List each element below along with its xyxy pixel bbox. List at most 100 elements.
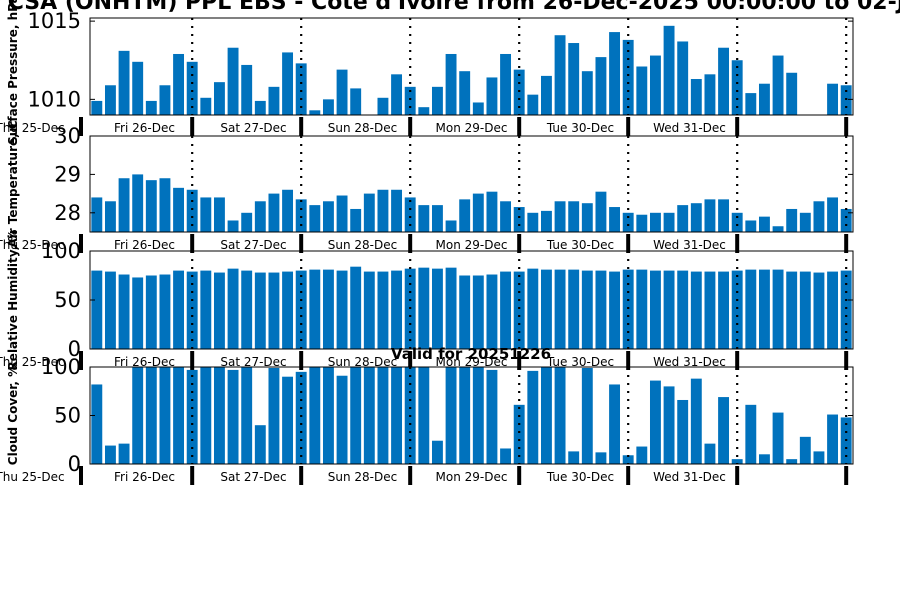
chart-bar: [690, 378, 702, 464]
chart-bar: [500, 271, 512, 349]
x-tick-label: Tue 30-Dec: [546, 355, 614, 369]
chart-bar: [200, 367, 212, 464]
chart-bar: [145, 100, 157, 115]
chart-bar: [663, 25, 675, 115]
chart-bar: [527, 212, 539, 232]
chart-bar: [200, 197, 212, 232]
chart-bar: [200, 97, 212, 115]
chart-bar: [609, 207, 621, 232]
chart-bar: [104, 85, 116, 115]
chart-bar: [554, 269, 566, 349]
chart-bar: [377, 97, 389, 115]
x-tick-label: Mon 29-Dec: [436, 238, 508, 252]
chart-bar: [663, 270, 675, 349]
chart-bar: [813, 451, 825, 464]
y-axis-label: Relative Humidity, %: [6, 230, 20, 371]
chart-bar: [322, 201, 334, 232]
chart-bar: [500, 53, 512, 115]
chart-bar: [227, 47, 239, 116]
chart-bar: [758, 454, 770, 464]
chart-bar: [91, 384, 103, 464]
chart-bar: [677, 41, 689, 115]
chart-bar: [309, 367, 321, 464]
chart-bar: [595, 270, 607, 349]
x-tick-label: Thu 25-Dec: [0, 121, 65, 135]
chart-bar: [322, 99, 334, 115]
chart-bar: [322, 367, 334, 464]
chart-bar: [690, 203, 702, 232]
chart-bar: [622, 39, 634, 115]
chart-bar: [254, 425, 266, 464]
y-axis-label: Cloud Cover, %: [6, 365, 20, 465]
chart-bar: [840, 208, 852, 232]
x-tick-label: Sun 28-Dec: [328, 121, 397, 135]
chart-bar: [622, 455, 634, 464]
chart-bar: [336, 270, 348, 349]
chart-bar: [173, 53, 185, 115]
chart-bar: [745, 269, 757, 349]
chart-bar: [581, 367, 593, 464]
x-tick-label: Thu 25-Dec: [0, 355, 65, 369]
chart-bar: [418, 267, 430, 349]
chart-bar: [445, 220, 457, 232]
x-tick-label: Sun 28-Dec: [328, 238, 397, 252]
chart-bar: [268, 367, 280, 464]
chart-bar: [718, 271, 730, 349]
y-tick-label: 30: [54, 124, 81, 148]
chart-bar: [445, 367, 457, 464]
chart-bar: [309, 269, 321, 349]
chart-bar: [540, 210, 552, 232]
chart-bar: [145, 367, 157, 464]
chart-bar: [145, 275, 157, 349]
chart-bar: [268, 193, 280, 232]
chart-bar: [159, 85, 171, 115]
y-tick-label: 1010: [28, 87, 81, 111]
chart-bar: [813, 201, 825, 232]
x-tick-label: Mon 29-Dec: [436, 121, 508, 135]
x-tick-label: Fri 26-Dec: [114, 238, 175, 252]
chart-bar: [91, 197, 103, 232]
chart-bar: [118, 274, 130, 349]
chart-bar: [840, 85, 852, 115]
chart-bar: [554, 201, 566, 232]
chart-bar: [677, 399, 689, 464]
x-tick-label: Tue 30-Dec: [546, 121, 614, 135]
chart-bar: [622, 212, 634, 232]
chart-bar: [391, 270, 403, 349]
chart-bar: [786, 271, 798, 349]
chart-bar: [268, 272, 280, 349]
chart-bar: [540, 367, 552, 464]
chart-bar: [772, 55, 784, 115]
chart-bar: [581, 71, 593, 115]
chart-bar: [186, 189, 198, 232]
chart-bar: [254, 201, 266, 232]
chart-bar: [609, 32, 621, 115]
chart-bar: [527, 94, 539, 115]
chart-bar: [391, 367, 403, 464]
chart-bar: [595, 57, 607, 115]
chart-bar: [159, 274, 171, 349]
chart-bar: [568, 201, 580, 232]
chart-bar: [241, 64, 253, 115]
chart-bar: [173, 367, 185, 464]
chart-bar: [609, 384, 621, 464]
chart-bar: [772, 412, 784, 464]
chart-bar: [186, 271, 198, 349]
x-tick-label: Fri 26-Dec: [114, 121, 175, 135]
x-tick-label: Sat 27-Dec: [220, 470, 286, 484]
chart-bar: [445, 267, 457, 349]
chart-bar: [132, 367, 144, 464]
chart-bar: [472, 367, 484, 464]
chart-bar: [282, 376, 294, 464]
chart-bar: [649, 380, 661, 464]
chart-bar: [377, 367, 389, 464]
chart-bar: [418, 367, 430, 464]
chart-bar: [513, 69, 525, 115]
x-tick-label: Fri 26-Dec: [114, 355, 175, 369]
chart-bar: [350, 367, 362, 464]
chart-bar: [336, 195, 348, 232]
chart-bar: [677, 205, 689, 232]
chart-bar: [568, 451, 580, 464]
chart-bar: [132, 277, 144, 349]
